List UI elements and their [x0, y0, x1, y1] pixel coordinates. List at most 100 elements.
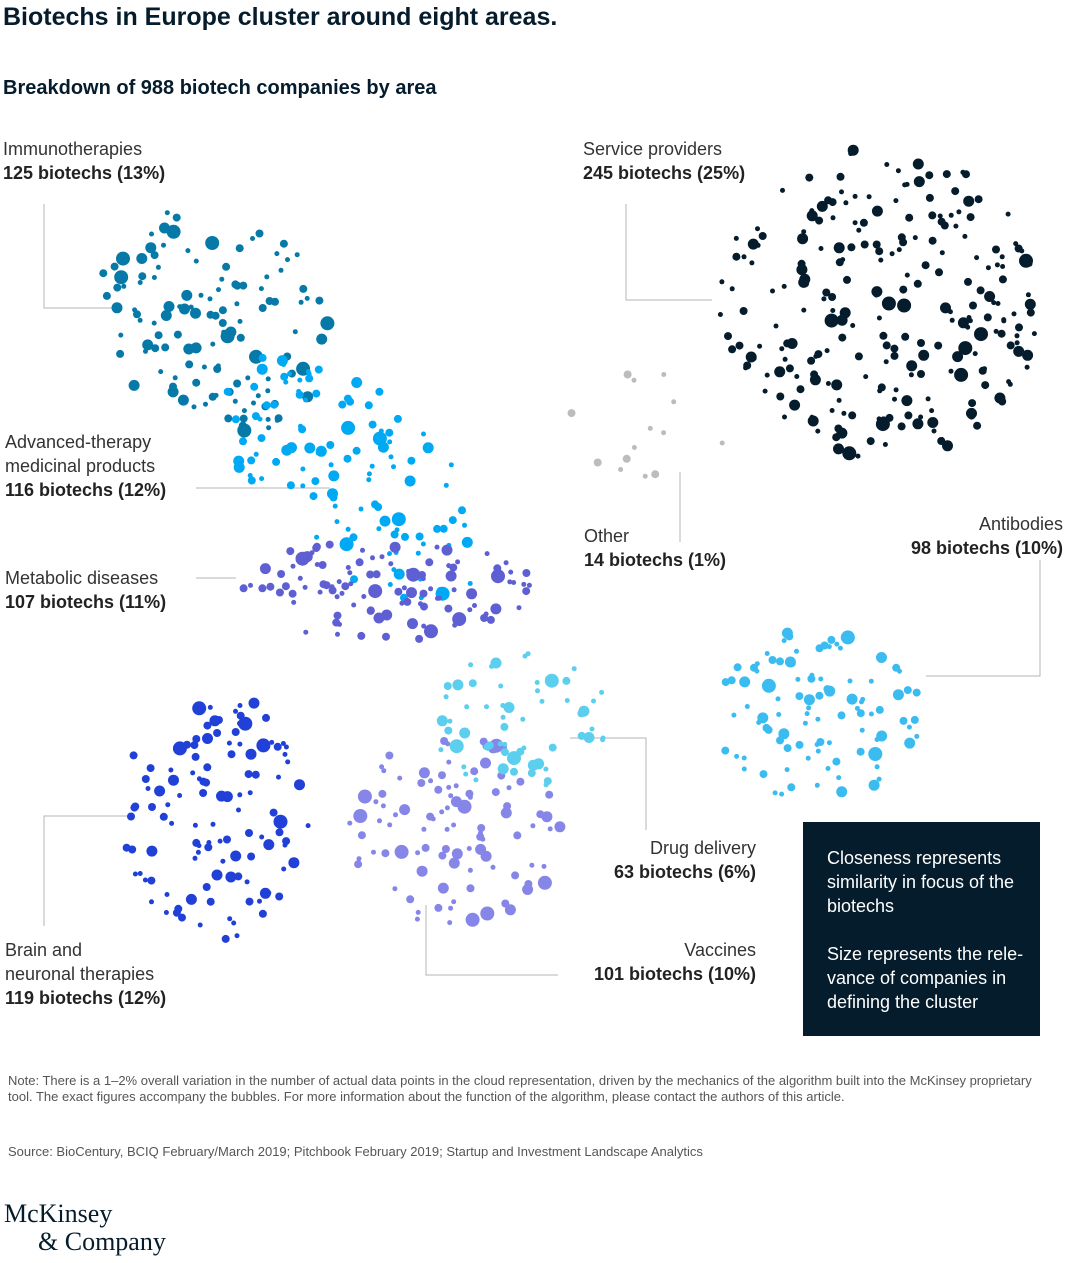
biotech-bubble — [623, 370, 632, 379]
biotech-bubble — [448, 793, 454, 799]
biotech-bubble — [258, 286, 264, 292]
biotech-bubble — [896, 247, 902, 253]
biotech-bubble — [776, 736, 784, 745]
biotech-bubble — [397, 775, 403, 781]
biotech-bubble — [416, 865, 428, 877]
cluster-count: 101 biotechs (10%) — [593, 964, 756, 984]
biotech-bubble — [202, 733, 213, 744]
biotech-bubble — [756, 720, 762, 725]
biotech-bubble — [329, 584, 335, 590]
label-atmp: Advanced-therapy medicinal products 116 … — [5, 430, 166, 502]
biotech-bubble — [734, 753, 740, 759]
biotech-bubble — [899, 238, 908, 247]
biotech-bubble — [484, 704, 489, 710]
biotech-bubble — [168, 767, 174, 773]
biotech-bubble — [198, 292, 204, 298]
biotech-bubble — [868, 678, 874, 684]
biotech-bubble — [994, 392, 1006, 404]
biotech-bubble — [419, 589, 428, 598]
biotech-bubble — [161, 343, 170, 352]
biotech-bubble — [511, 580, 517, 585]
biotech-bubble — [418, 767, 430, 779]
biotech-bubble — [410, 575, 416, 581]
biotech-bubble — [543, 777, 552, 786]
biotech-bubble — [434, 544, 440, 550]
biotech-bubble — [948, 212, 954, 218]
leader-line-drug-delivery — [570, 737, 647, 830]
biotech-bubble — [407, 618, 418, 630]
biotech-bubble — [414, 916, 420, 922]
biotech-bubble — [219, 276, 225, 282]
biotech-bubble — [841, 410, 847, 416]
biotech-bubble — [404, 475, 416, 487]
biotech-bubble — [815, 691, 824, 700]
biotech-bubble — [925, 396, 931, 402]
biotech-bubble — [854, 705, 860, 711]
biotech-bubble — [906, 724, 912, 730]
biotech-bubble — [322, 581, 331, 590]
biotech-bubble — [543, 766, 549, 772]
biotech-bubble — [345, 526, 351, 532]
biotech-bubble — [905, 213, 914, 222]
biotech-bubble — [500, 807, 512, 819]
biotech-bubble — [172, 375, 178, 381]
biotech-bubble — [437, 882, 449, 894]
biotech-bubble — [169, 820, 175, 826]
biotech-bubble — [258, 909, 267, 918]
biotech-bubble — [258, 304, 267, 312]
biotech-bubble — [480, 850, 492, 862]
biotech-bubble — [963, 195, 975, 207]
biotech-bubble — [250, 236, 255, 241]
biotech-bubble — [314, 562, 320, 567]
biotech-bubble — [237, 741, 243, 747]
biotech-bubble — [166, 224, 181, 239]
biotech-bubble — [969, 301, 977, 310]
biotech-bubble — [294, 252, 300, 258]
biotech-bubble — [490, 864, 496, 870]
biotech-bubble — [113, 283, 122, 292]
biotech-bubble — [275, 892, 284, 901]
biotech-bubble — [251, 770, 260, 779]
biotech-bubble — [403, 597, 412, 606]
biotech-bubble — [199, 789, 208, 797]
biotech-bubble — [393, 568, 405, 580]
biotech-bubble — [599, 689, 605, 695]
biotech-bubble — [917, 370, 925, 378]
biotech-bubble — [498, 683, 504, 689]
biotech-bubble — [192, 735, 201, 743]
biotech-bubble — [786, 338, 798, 349]
biotech-bubble — [458, 506, 466, 515]
biotech-bubble — [949, 317, 955, 323]
biotech-bubble — [305, 374, 314, 383]
biotech-bubble — [828, 293, 837, 301]
cluster-count: 63 biotechs (6%) — [613, 862, 756, 882]
biotech-bubble — [303, 629, 309, 635]
biotech-bubble — [343, 454, 352, 463]
biotech-bubble — [399, 804, 411, 816]
biotech-bubble — [784, 767, 790, 773]
biotech-bubble — [801, 307, 807, 313]
biotech-bubble — [931, 428, 937, 434]
biotech-bubble — [953, 223, 959, 229]
biotech-bubble — [1022, 349, 1034, 361]
biotech-bubble — [1024, 364, 1030, 370]
biotech-bubble — [847, 243, 856, 252]
biotech-bubble — [102, 291, 111, 300]
biotech-bubble — [391, 512, 406, 527]
biotech-bubble — [535, 688, 540, 694]
biotech-bubble — [263, 839, 275, 851]
biotech-bubble — [451, 587, 457, 593]
biotech-bubble — [147, 876, 156, 885]
biotech-bubble — [472, 603, 477, 608]
biotech-bubble — [839, 307, 851, 319]
biotech-bubble — [973, 421, 982, 430]
biotech-bubble — [871, 205, 883, 217]
biotech-bubble — [893, 198, 899, 204]
biotech-bubble — [942, 440, 953, 452]
biotech-bubble — [744, 704, 750, 709]
biotech-bubble — [842, 446, 857, 461]
biotech-bubble — [868, 711, 874, 717]
biotech-bubble — [516, 777, 525, 786]
biotech-bubble — [276, 774, 281, 780]
biotech-bubble — [221, 791, 233, 803]
